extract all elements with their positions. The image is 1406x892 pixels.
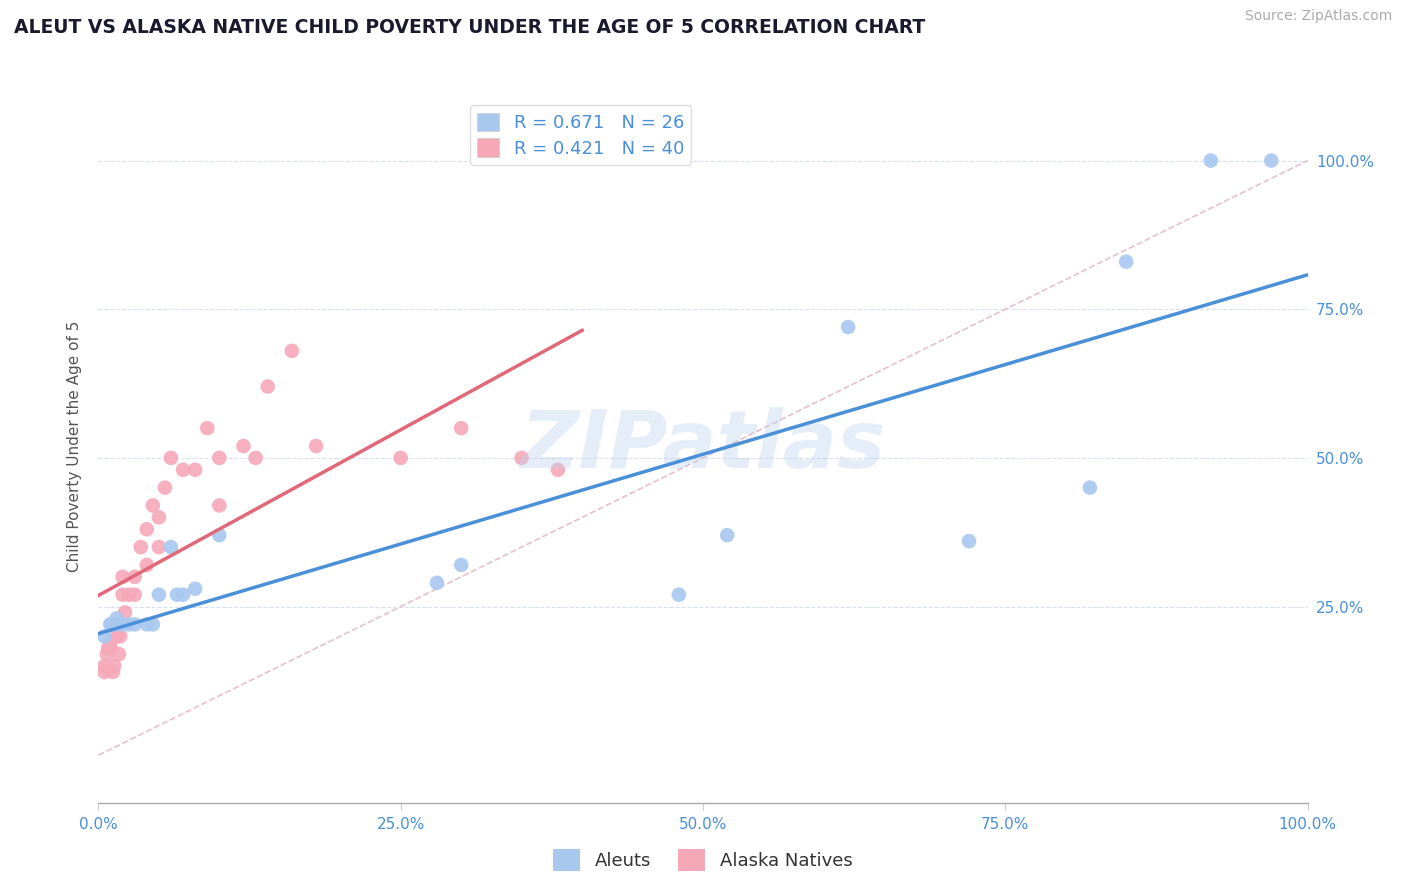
Point [93,629,115,643]
Point [184,582,207,596]
Point [450,421,472,435]
Point [93,659,115,673]
Point [135,522,157,536]
Point [108,629,131,643]
Point [716,528,738,542]
Legend: R = 0.671   N = 26, R = 0.421   N = 40: R = 0.671 N = 26, R = 0.421 N = 40 [470,105,692,165]
Point [668,588,690,602]
Point [450,558,472,572]
Point [108,647,131,661]
Point [118,617,141,632]
Point [172,463,194,477]
Point [208,499,231,513]
Point [837,320,859,334]
Point [135,558,157,572]
Point [957,534,980,549]
Point [148,588,170,602]
Point [97,641,120,656]
Point [160,450,183,465]
Point [105,629,128,643]
Point [148,540,170,554]
Point [100,635,122,649]
Point [105,617,128,632]
Point [124,617,146,632]
Point [124,570,146,584]
Point [281,343,304,358]
Point [105,617,128,632]
Point [100,617,122,632]
Point [1078,481,1101,495]
Point [160,540,183,554]
Point [101,665,124,679]
Point [245,450,267,465]
Point [111,588,134,602]
Point [124,588,146,602]
Point [129,540,152,554]
Point [105,611,128,625]
Point [1260,153,1282,168]
Point [256,379,278,393]
Point [232,439,254,453]
Point [172,588,194,602]
Y-axis label: Child Poverty Under the Age of 5: Child Poverty Under the Age of 5 [67,320,83,572]
Point [426,575,449,590]
Point [111,617,134,632]
Point [118,588,141,602]
Point [142,499,165,513]
Point [184,463,207,477]
Point [166,588,188,602]
Point [103,659,125,673]
Point [135,617,157,632]
Point [148,510,170,524]
Point [1115,254,1137,268]
Point [547,463,569,477]
Point [111,570,134,584]
Legend: Aleuts, Alaska Natives: Aleuts, Alaska Natives [546,842,860,879]
Point [208,450,231,465]
Point [100,641,122,656]
Text: ALEUT VS ALASKA NATIVE CHILD POVERTY UNDER THE AGE OF 5 CORRELATION CHART: ALEUT VS ALASKA NATIVE CHILD POVERTY UND… [14,18,925,37]
Point [195,421,218,435]
Point [93,665,115,679]
Text: ZIPatlas: ZIPatlas [520,407,886,485]
Point [142,617,165,632]
Point [114,606,136,620]
Point [305,439,328,453]
Point [389,450,412,465]
Point [153,481,176,495]
Point [1199,153,1222,168]
Point [96,647,118,661]
Point [100,617,122,632]
Point [208,528,231,542]
Text: Source: ZipAtlas.com: Source: ZipAtlas.com [1244,9,1392,23]
Point [510,450,533,465]
